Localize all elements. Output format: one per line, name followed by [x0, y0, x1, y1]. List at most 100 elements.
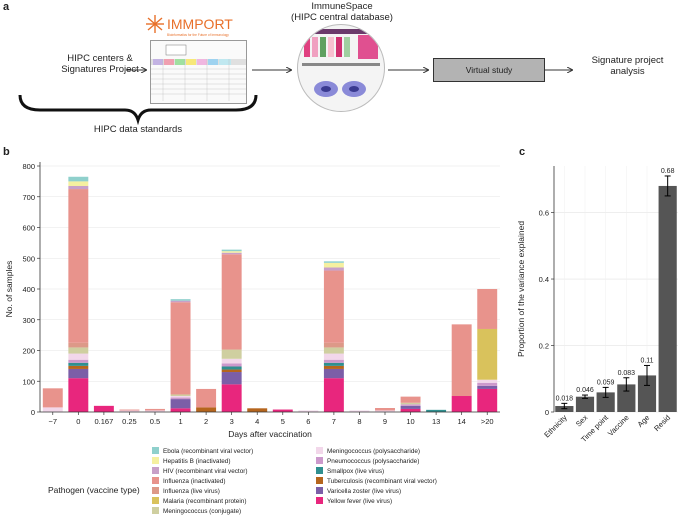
b-bar-segment	[170, 397, 191, 400]
c-bar	[637, 375, 657, 412]
b-bar-segment	[68, 176, 89, 182]
panel-a-arrows	[18, 0, 685, 126]
legend-swatch	[152, 507, 159, 514]
legend-swatch	[152, 497, 159, 504]
b-bar-segment	[196, 388, 217, 408]
legend-left-column: Ebola (recombinant viral vector) Hepatiti…	[152, 447, 302, 519]
b-bar-segment	[42, 407, 63, 412]
b-bar-segment	[323, 270, 344, 343]
b-bar-segment	[170, 408, 191, 412]
b-x-tick-label: 9	[383, 417, 387, 426]
b-bar-segment	[170, 396, 191, 398]
legend-item: Tuberculosis (recombinant viral vector)	[316, 477, 437, 486]
b-y-tick-label: 0	[31, 408, 35, 417]
c-x-tick-label: Vaccine	[606, 413, 631, 438]
b-bar-segment	[42, 388, 63, 408]
b-bar-segment	[68, 189, 89, 343]
c-y-tick-label: 0	[545, 408, 549, 417]
b-bar-segment	[68, 365, 89, 369]
b-bar-segment	[221, 358, 242, 364]
b-x-tick-label: >20	[481, 417, 494, 426]
c-y-tick-label: 0.4	[539, 275, 549, 284]
legend-swatch	[152, 477, 159, 484]
b-bar-segment	[68, 359, 89, 363]
legend-swatch	[316, 477, 323, 484]
c-y-axis-label: Proportion of the variance explained	[516, 221, 526, 357]
legend-item: HIV (recombinant viral vector)	[152, 467, 248, 476]
b-y-tick-label: 500	[22, 254, 35, 263]
b-bar-segment	[221, 249, 242, 252]
c-value-label: 0.046	[576, 387, 594, 394]
b-bar-segment	[68, 368, 89, 379]
legend-label: Tuberculosis (recombinant viral vector)	[327, 478, 437, 485]
legend-label: Influenza (inactivated)	[163, 478, 226, 485]
legend-swatch	[152, 487, 159, 494]
panel-c-letter: c	[519, 146, 526, 158]
legend-item: Hepatitis B (inactivated)	[152, 457, 231, 466]
b-x-tick-label: 0.5	[150, 417, 160, 426]
b-bar-segment	[400, 408, 421, 412]
b-x-tick-label: 0.25	[122, 417, 137, 426]
legend-item: Influenza (inactivated)	[152, 477, 226, 486]
b-bar-segment	[196, 407, 217, 412]
b-y-tick-label: 100	[22, 377, 35, 386]
b-x-tick-label: 0.167	[94, 417, 113, 426]
b-bar-segment	[477, 328, 498, 380]
legend-item: Influenza (live virus)	[152, 487, 220, 496]
legend-swatch	[152, 467, 159, 474]
b-y-tick-label: 400	[22, 285, 35, 294]
b-bar-segment	[221, 252, 242, 255]
b-bar-segment	[170, 300, 191, 303]
b-bar-segment	[426, 409, 447, 412]
immunespace-line2: (HIPC central database)	[291, 12, 393, 23]
b-x-tick-label: 5	[281, 417, 285, 426]
immunespace-screenshot	[297, 24, 385, 112]
b-bar-segment	[170, 299, 191, 301]
b-y-tick-label: 200	[22, 347, 35, 356]
b-bar-segment	[221, 254, 242, 350]
b-x-tick-label: 13	[432, 417, 440, 426]
b-x-tick-label: 4	[255, 417, 259, 426]
b-y-tick-label: 700	[22, 193, 35, 202]
b-x-tick-label: 14	[457, 417, 465, 426]
b-bar-segment	[145, 410, 165, 412]
b-bar-segment	[68, 342, 89, 348]
c-bar	[617, 384, 636, 412]
legend-item: Varicella zoster (live virus)	[316, 487, 401, 496]
b-x-tick-label: 1	[178, 417, 182, 426]
data-standards-label: HIPC data standards	[93, 124, 183, 135]
b-x-tick-label: 3	[230, 417, 234, 426]
signature-analysis-label: Signature project analysis	[575, 55, 680, 77]
legend-label: Yellow fever (live virus)	[327, 498, 393, 505]
panel-a-letter: a	[3, 1, 10, 13]
legend-label: Pneumococcus (polysaccharide)	[327, 458, 420, 465]
immunespace-line1: ImmuneSpace	[311, 1, 373, 12]
b-x-tick-label: 10	[406, 417, 414, 426]
b-bar-segment	[477, 379, 498, 383]
legend-item: Malaria (recombinant protein)	[152, 497, 246, 506]
c-value-label: 0.083	[618, 370, 636, 377]
b-bar-segment	[477, 289, 498, 329]
b-bar-segment	[272, 409, 293, 412]
legend-swatch	[152, 447, 159, 454]
legend-item: Pneumococcus (polysaccharide)	[316, 457, 419, 466]
legend-swatch	[152, 457, 159, 464]
legend-label: Meningococcus (conjugate)	[163, 508, 242, 515]
immport-wordmark: IMMPORT	[167, 16, 233, 32]
legend-item: Smallpox (live virus)	[316, 467, 384, 476]
hipc-label-line1: HIPC centers &	[67, 53, 133, 64]
c-x-tick-label: Age	[636, 413, 652, 429]
legend-swatch	[316, 457, 323, 464]
b-bar-segment	[170, 399, 191, 409]
b-bar-segment	[221, 251, 242, 253]
b-bar-segment	[323, 359, 344, 363]
b-bar-segment	[170, 302, 191, 395]
legend-label: Hepatitis B (inactivated)	[163, 458, 231, 465]
panel-b-letter: b	[3, 146, 10, 158]
b-bar-segment	[68, 181, 89, 186]
b-bar-segment	[145, 408, 165, 411]
b-bar-segment	[349, 410, 370, 412]
b-bar-segment	[451, 324, 472, 397]
legend-swatch	[316, 487, 323, 494]
b-y-axis-label: No. of samples	[4, 261, 14, 318]
